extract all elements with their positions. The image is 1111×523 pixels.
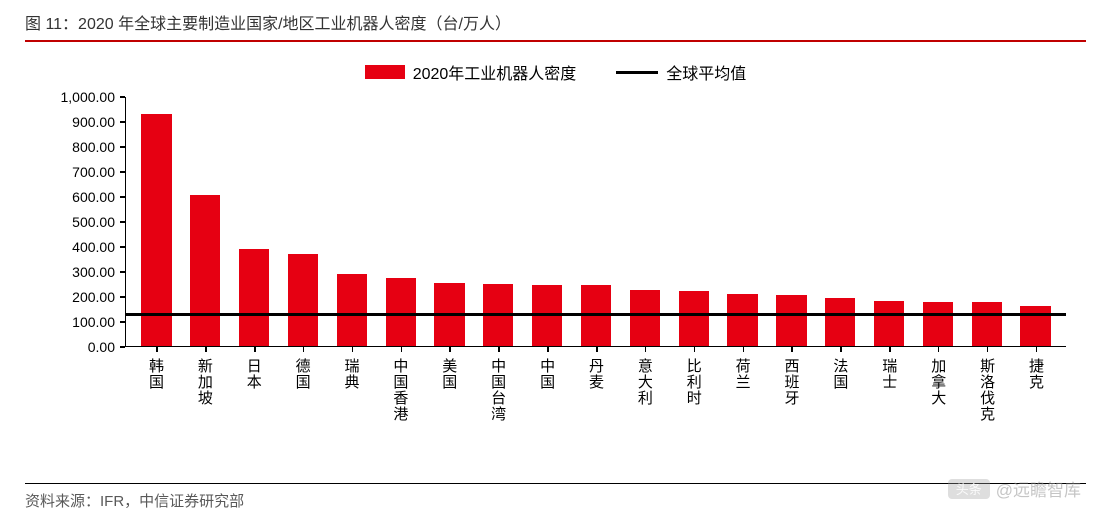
x-label: 瑞士	[864, 352, 913, 442]
watermark: 头条 @远瞻智库	[948, 476, 1081, 501]
bar	[776, 295, 806, 346]
x-label: 日本	[229, 352, 278, 442]
y-tick-label: 400.00	[72, 239, 115, 255]
bar-slot	[767, 97, 816, 346]
bar-slot	[914, 97, 963, 346]
x-label: 意大利	[620, 352, 669, 442]
legend-series-label: 2020年工业机器人密度	[413, 60, 577, 84]
y-tick-mark	[120, 296, 125, 298]
chart-area: 0.00 100.00 200.00 300.00 400.00 500.00 600.00…	[45, 92, 1076, 442]
bar	[386, 278, 416, 346]
bars-container	[126, 97, 1066, 346]
y-tick-label: 100.00	[72, 314, 115, 330]
y-tick-label: 800.00	[72, 139, 115, 155]
bar	[239, 249, 269, 346]
source-rule	[25, 483, 1086, 485]
y-tick-mark	[120, 246, 125, 248]
bar	[874, 301, 904, 346]
x-label: 比利时	[669, 352, 718, 442]
y-tick-mark	[120, 346, 125, 348]
source-text: 资料来源：IFR，中信证券研究部	[25, 490, 1086, 511]
legend-swatch-line	[616, 71, 658, 74]
bar-slot	[865, 97, 914, 346]
bar-slot	[669, 97, 718, 346]
y-axis-ticks: 0.00100.00200.00300.00400.00500.00600.00…	[45, 97, 123, 347]
y-tick-label: 0.00	[88, 339, 115, 355]
y-tick-mark	[120, 121, 125, 123]
x-label: 西班牙	[767, 352, 816, 442]
x-label: 中国	[522, 352, 571, 442]
legend: 2020年工业机器人密度 全球平均值	[25, 60, 1086, 84]
bar	[679, 291, 709, 346]
y-tick-mark	[120, 146, 125, 148]
plot-region	[125, 97, 1066, 347]
bar	[825, 298, 855, 346]
legend-swatch-bar	[365, 65, 405, 79]
source-area: 资料来源：IFR，中信证券研究部	[25, 483, 1086, 512]
chart-title: 图 11：2020 年全球主要制造业国家/地区工业机器人密度（台/万人）	[25, 10, 1086, 42]
bar	[923, 302, 953, 346]
y-tick-label: 700.00	[72, 164, 115, 180]
y-tick-mark	[120, 196, 125, 198]
x-label: 加拿大	[913, 352, 962, 442]
y-tick-mark	[120, 271, 125, 273]
x-label: 中国台湾	[473, 352, 522, 442]
bar	[972, 302, 1002, 346]
global-average-line	[126, 313, 1066, 316]
bar-slot	[132, 97, 181, 346]
bar-slot	[376, 97, 425, 346]
bar	[288, 254, 318, 346]
y-tick-label: 200.00	[72, 289, 115, 305]
x-axis-labels: 韩国新加坡日本德国瑞典中国香港美国中国台湾中国丹麦意大利比利时荷兰西班牙法国瑞士…	[125, 352, 1066, 442]
x-label: 荷兰	[718, 352, 767, 442]
bar-slot	[230, 97, 279, 346]
bar-slot	[425, 97, 474, 346]
bar	[630, 290, 660, 346]
x-label: 韩国	[131, 352, 180, 442]
x-label: 捷克	[1011, 352, 1060, 442]
watermark-badge: 头条	[948, 479, 990, 499]
x-label: 斯洛伐克	[962, 352, 1011, 442]
bar-slot	[1011, 97, 1060, 346]
bar-slot	[181, 97, 230, 346]
y-tick-label: 300.00	[72, 264, 115, 280]
y-tick-mark	[120, 96, 125, 98]
x-label: 丹麦	[571, 352, 620, 442]
bar-slot	[816, 97, 865, 346]
bar-slot	[718, 97, 767, 346]
x-label: 美国	[424, 352, 473, 442]
x-label: 瑞典	[327, 352, 376, 442]
x-label: 法国	[815, 352, 864, 442]
y-tick-mark	[120, 171, 125, 173]
bar-slot	[962, 97, 1011, 346]
bar-slot	[327, 97, 376, 346]
bar-slot	[523, 97, 572, 346]
legend-item-average: 全球平均值	[616, 60, 746, 84]
bar	[337, 274, 367, 346]
x-label: 德国	[278, 352, 327, 442]
x-label: 中国香港	[375, 352, 424, 442]
bar-slot	[474, 97, 523, 346]
y-tick-label: 500.00	[72, 214, 115, 230]
legend-item-series: 2020年工业机器人密度	[365, 60, 577, 84]
y-tick-label: 600.00	[72, 189, 115, 205]
y-tick-mark	[120, 221, 125, 223]
watermark-text: @远瞻智库	[996, 476, 1081, 501]
bar	[727, 294, 757, 346]
bar	[1020, 306, 1050, 346]
y-tick-label: 900.00	[72, 114, 115, 130]
y-tick-label: 1,000.00	[61, 89, 116, 105]
legend-avg-label: 全球平均值	[666, 60, 746, 84]
bar-slot	[572, 97, 621, 346]
bar	[141, 114, 171, 346]
bar	[190, 195, 220, 346]
y-tick-mark	[120, 321, 125, 323]
bar-slot	[620, 97, 669, 346]
bar-slot	[279, 97, 328, 346]
x-label: 新加坡	[180, 352, 229, 442]
